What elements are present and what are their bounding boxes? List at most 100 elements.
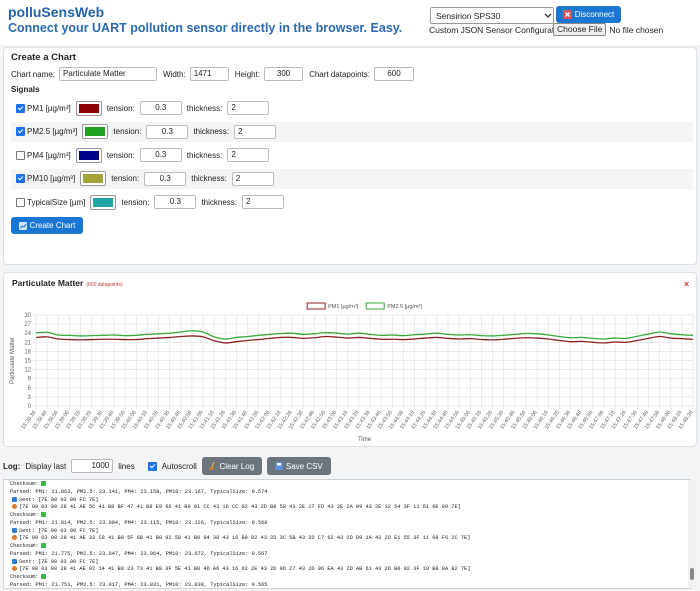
thickness-input[interactable]: 2 [227, 101, 270, 115]
chart-panel: Particulate Matter (600 datapoints) × 0 3 6 9 1… [3, 272, 697, 447]
height-input[interactable]: 300 [264, 67, 304, 81]
choose-file-button[interactable]: Choose File [553, 23, 607, 36]
thickness-label: thickness: [201, 197, 238, 207]
log-line: Sent: [7E 00 03 00 FC 7E] [10, 497, 690, 505]
log-line: Sent: [7E 00 03 00 FC 7E] [10, 528, 690, 536]
log-text: Parsed: PM1: 21.751, PM2.5: 23.017, PM4:… [10, 581, 268, 588]
color-swatch[interactable] [75, 100, 102, 116]
broom-icon [209, 462, 216, 470]
y-tick-label: 27 [24, 322, 31, 328]
create-chart-title: Create a Chart [11, 52, 76, 63]
log-line: Checksum: [10, 481, 690, 489]
sent-icon [12, 496, 17, 502]
tension-input[interactable]: 0.3 [144, 171, 187, 186]
x-axis-label: Time [358, 437, 372, 443]
thickness-label: thickness: [191, 174, 227, 183]
chart-icon [18, 221, 27, 230]
save-csv-button[interactable]: Save CSV [266, 457, 331, 475]
close-button[interactable]: × [684, 279, 689, 289]
y-tick-label: 12 [24, 368, 31, 374]
thickness-input[interactable]: 2 [231, 171, 274, 186]
swatch-color [93, 197, 114, 207]
width-input[interactable]: 1471 [189, 67, 229, 81]
tension-input[interactable]: 0.3 [139, 101, 182, 115]
log-text: Checksum: [10, 574, 39, 580]
tension-label: tension: [106, 150, 135, 160]
app-title: polluSensWeb [8, 4, 105, 20]
legend-label: PM2.5 [µg/m³] [387, 304, 422, 310]
tension-input[interactable]: 0.3 [146, 124, 189, 139]
create-chart-label: Create Chart [29, 221, 76, 230]
log-line: Sent: [7E 00 03 00 FC 7E] [10, 559, 690, 567]
display-last-label: Display last [25, 461, 67, 471]
tension-input[interactable]: 0.3 [139, 148, 182, 162]
log-line: Parsed: PM1: 21.775, PM2.5: 23.047, PM4:… [10, 551, 690, 559]
log-label: Log: [3, 461, 21, 471]
height-label: Height: [234, 69, 261, 79]
checksum-icon [40, 543, 46, 549]
y-tick-label: 30 [24, 313, 31, 319]
swatch-color [83, 174, 104, 183]
autoscroll-checkbox[interactable] [147, 461, 157, 471]
signal-checkbox[interactable] [16, 127, 25, 136]
log-text: [7E 00 03 00 28 41 AE 32 C8 41 B8 5F 6B … [19, 535, 471, 542]
signal-checkbox[interactable] [16, 150, 25, 160]
log-toolbar: Log: Display last 1000 lines Autoscroll … [3, 457, 331, 475]
scrollbar[interactable] [688, 480, 696, 587]
y-tick-label: 21 [24, 340, 31, 346]
log-box: Checksum: Parsed: PM1: 21.863, PM2.5: 23.… [3, 479, 691, 589]
thickness-label: thickness: [186, 150, 223, 160]
checksum-icon [40, 512, 46, 518]
signal-checkbox[interactable] [16, 103, 25, 113]
received-icon [12, 566, 17, 572]
signal-row: PM4 [µg/m³] tension: 0.3 thickness: 2 [11, 145, 693, 165]
log-text: [7E 00 03 00 28 41 AE 5C 41 B8 BF 47 41 … [19, 504, 461, 511]
signal-row: PM10 [µg/m³] tension: 0.3 thickness: 2 [11, 168, 693, 189]
scroll-thumb[interactable] [690, 568, 694, 580]
thickness-input[interactable]: 2 [227, 148, 270, 162]
lines-label: lines [118, 461, 135, 471]
thickness-label: thickness: [193, 127, 230, 136]
clear-log-button[interactable]: Clear Log [201, 457, 262, 475]
clear-log-label: Clear Log [219, 461, 255, 471]
log-text: Sent: [7E 00 03 00 FC 7E] [19, 558, 99, 565]
checksum-icon [40, 481, 46, 487]
file-input: Choose File No file chosen [553, 23, 663, 36]
signal-name: PM4 [µg/m³] [27, 150, 71, 160]
thickness-input[interactable]: 2 [234, 124, 277, 139]
log-line: Checksum: [10, 512, 690, 520]
received-icon [12, 535, 17, 541]
tension-label: tension: [111, 174, 140, 183]
color-swatch[interactable] [80, 171, 107, 186]
disconnect-label: Disconnect [574, 10, 615, 19]
tension-label: tension: [113, 127, 142, 136]
log-text: [7E 00 03 00 28 41 AE 02 14 41 B8 23 73 … [19, 566, 471, 573]
signal-checkbox[interactable] [16, 197, 25, 207]
lines-input[interactable]: 1000 [71, 459, 114, 473]
log-line: Checksum: [10, 574, 690, 582]
custom-json-label: Custom JSON Sensor Configuration: [429, 25, 568, 35]
sent-icon [12, 527, 17, 533]
disconnect-button[interactable]: Disconnect [556, 6, 621, 23]
log-line: [7E 00 03 00 28 41 AE 02 14 41 B8 23 73 … [10, 566, 690, 574]
signal-name: PM1 [µg/m³] [27, 103, 71, 113]
create-chart-button[interactable]: Create Chart [11, 217, 83, 234]
log-line: [7E 00 03 00 28 41 AE 5C 41 B8 BF 47 41 … [10, 504, 690, 512]
save-csv-label: Save CSV [285, 461, 323, 471]
legend-swatch [365, 302, 385, 310]
signals-list: PM1 [µg/m³] tension: 0.3 thickness: 2 PM2.5 [… [11, 98, 693, 216]
signal-checkbox[interactable] [16, 174, 25, 183]
log-text: Parsed: PM1: 21.775, PM2.5: 23.047, PM4:… [10, 550, 268, 557]
swatch-color [78, 150, 99, 160]
tension-input[interactable]: 0.3 [154, 195, 197, 209]
thickness-input[interactable]: 2 [242, 195, 285, 209]
y-tick-label: 9 [28, 377, 32, 383]
color-swatch[interactable] [82, 124, 109, 139]
sensor-select[interactable]: Sensirion SPS30 [430, 7, 554, 24]
color-swatch[interactable] [75, 147, 102, 163]
autoscroll-label: Autoscroll [161, 461, 197, 471]
color-swatch[interactable] [90, 194, 117, 210]
datapoints-input[interactable]: 600 [374, 67, 414, 81]
swatch-color [78, 103, 99, 113]
name-input[interactable]: Particulate Matter [59, 67, 158, 81]
